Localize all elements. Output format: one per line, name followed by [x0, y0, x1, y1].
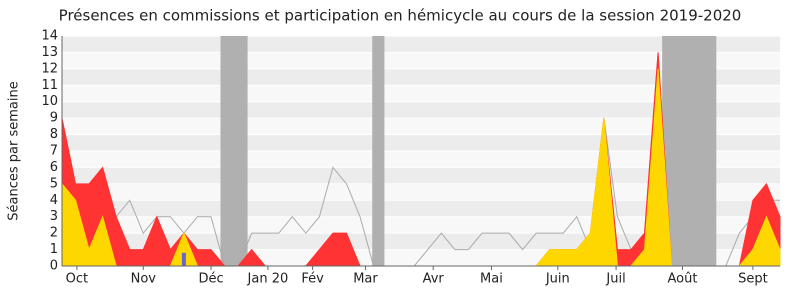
bar	[181, 252, 186, 266]
y-tick-label: 4	[50, 193, 58, 208]
y-tick-label: 0	[50, 259, 58, 274]
x-tick-label: Nov	[131, 272, 157, 287]
y-axis-label: Séances par semaine	[7, 81, 22, 220]
x-tick-label: Mar	[353, 272, 378, 287]
y-tick-label: 2	[50, 226, 58, 241]
x-tick-label: Fév	[301, 272, 324, 287]
y-tick-label: 13	[41, 45, 58, 60]
y-tick-label: 6	[50, 160, 58, 175]
y-tick-label: 3	[50, 209, 58, 224]
chart-title: Présences en commissions et participatio…	[59, 7, 742, 25]
x-tick-label: Mai	[480, 272, 503, 287]
y-tick-label: 7	[50, 144, 58, 159]
y-tick-label: 14	[41, 29, 58, 44]
y-tick-label: 8	[50, 127, 58, 142]
y-tick-label: 9	[50, 111, 58, 126]
vacation-band	[220, 36, 248, 266]
vacation-band	[372, 36, 385, 266]
x-tick-label: Août	[667, 272, 697, 287]
x-tick-label: Juin	[545, 272, 570, 287]
x-tick-label: Oct	[66, 272, 88, 287]
x-tick-label: Jan 20	[247, 272, 289, 287]
vacation-band	[662, 36, 717, 266]
x-tick-label: Juil	[605, 272, 625, 287]
x-tick-label: Avr	[423, 272, 445, 287]
y-tick-label: 5	[50, 176, 58, 191]
x-tick-label: Déc	[198, 272, 223, 287]
y-tick-label: 1	[50, 242, 58, 257]
y-tick-label: 11	[41, 78, 58, 93]
y-tick-label: 12	[41, 61, 58, 76]
y-tick-label: 10	[41, 94, 58, 109]
x-tick-label: Sept	[738, 272, 768, 287]
